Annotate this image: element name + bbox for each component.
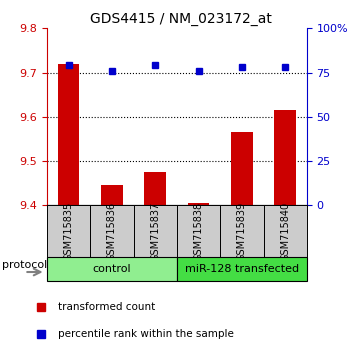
Bar	[188, 203, 209, 205]
Text: GDS4415 / NM_023172_at: GDS4415 / NM_023172_at	[90, 12, 271, 27]
Text: transformed count: transformed count	[58, 302, 155, 312]
Text: miR-128 transfected: miR-128 transfected	[185, 264, 299, 274]
Bar	[264, 205, 307, 257]
Bar	[231, 132, 253, 205]
Text: percentile rank within the sample: percentile rank within the sample	[58, 329, 234, 339]
Bar	[47, 205, 90, 257]
Bar	[101, 185, 123, 205]
Text: control: control	[93, 264, 131, 274]
Text: GSM715835: GSM715835	[64, 201, 74, 261]
Bar	[177, 205, 220, 257]
Text: GSM715838: GSM715838	[193, 201, 204, 261]
Text: GSM715836: GSM715836	[107, 201, 117, 261]
Bar	[274, 110, 296, 205]
Bar	[134, 205, 177, 257]
Bar	[47, 257, 177, 281]
Text: GSM715839: GSM715839	[237, 201, 247, 261]
Text: protocol: protocol	[2, 260, 47, 270]
Bar	[144, 172, 166, 205]
Text: GSM715837: GSM715837	[150, 201, 160, 261]
Bar	[177, 257, 307, 281]
Text: GSM715840: GSM715840	[280, 201, 290, 261]
Bar	[58, 64, 79, 205]
Bar	[220, 205, 264, 257]
Bar	[90, 205, 134, 257]
